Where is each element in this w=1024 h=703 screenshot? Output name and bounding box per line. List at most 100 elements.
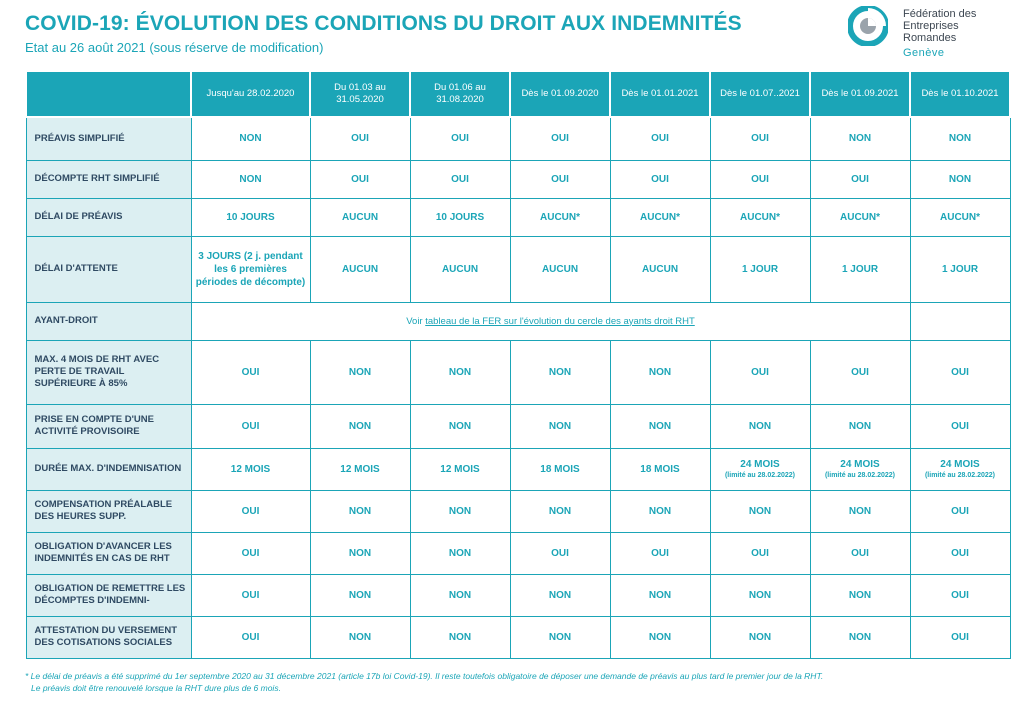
column-header: Jusqu'au 28.02.2020 [190, 70, 311, 118]
fer-logo-mark-icon [848, 6, 888, 46]
cell-value: NON [348, 547, 372, 559]
row-label: COMPENSATION PRÉALABLE DES HEURES SUPP. [25, 489, 192, 533]
ayant-droit-link[interactable]: tableau de la FER sur l'évolution du cer… [425, 315, 695, 327]
row-label: OBLIGATION DE REMETTRE LES DÉCOMPTES D'I… [25, 573, 192, 617]
table-cell: OUI [609, 116, 711, 161]
table-cell: 12 MOIS [190, 447, 311, 491]
table-cell: OUI [190, 403, 311, 449]
footnote: * Le délai de préavis a été supprimé du … [25, 670, 823, 694]
table-cell: NON [709, 573, 811, 617]
table-cell: 12 MOIS [309, 447, 411, 491]
cell-value: NON [748, 589, 772, 601]
table-cell: NON [309, 339, 411, 405]
table-cell: NON [409, 531, 511, 575]
cell-value: NON [648, 631, 672, 643]
table-cell: NON [909, 116, 1011, 161]
cell-value: OUI [551, 173, 569, 185]
cell-value: NON [748, 505, 772, 517]
table-cell: OUI [809, 531, 911, 575]
cell-value: NON [239, 133, 262, 145]
cell-value: NON [548, 366, 572, 378]
column-header: Dès le 01.07..2021 [709, 70, 811, 118]
cell-value: OUI [951, 420, 969, 432]
table-cell: NON [809, 489, 911, 533]
table-cell: AUCUN [509, 235, 611, 303]
footnote-line-1: * Le délai de préavis a été supprimé du … [25, 671, 824, 681]
table-cell: OUI [409, 116, 511, 161]
table-cell: OUI [909, 339, 1011, 405]
cell-value: OUI [241, 589, 260, 601]
row-label: DÉLAI DE PRÉAVIS [25, 197, 192, 237]
table-cell: OUI [309, 116, 411, 161]
table-row: ATTESTATION DU VERSEMENT DES COTISATIONS… [25, 615, 1011, 659]
cell-value: NON [548, 505, 572, 517]
header-corner [25, 70, 192, 118]
cell-value: OUI [241, 420, 260, 432]
table-cell: 1 JOUR [909, 235, 1011, 303]
cell-value: AUCUN* [540, 211, 580, 223]
table-cell: NON [809, 615, 911, 659]
cell-value: NON [848, 420, 872, 432]
table-cell: NON [509, 489, 611, 533]
table-cell: NON [409, 403, 511, 449]
cell-value: 18 MOIS [640, 463, 680, 475]
table-row: DURÉE MAX. D'INDEMNISATION 12 MOIS 12 MOIS… [25, 447, 1011, 491]
row-label: ATTESTATION DU VERSEMENT DES COTISATIONS… [25, 615, 192, 659]
table-cell: AUCUN [609, 235, 711, 303]
table-cell: OUI [909, 573, 1011, 617]
ayant-droit-prefix: Voir [406, 315, 426, 327]
cell-value: OUI [351, 133, 369, 145]
table-cell: AUCUN [309, 197, 411, 237]
page-subtitle: Etat au 26 août 2021 (sous réserve de mo… [25, 40, 324, 55]
cell-value: NON [448, 589, 472, 601]
table-cell: NON [809, 116, 911, 161]
table-cell: AUCUN [409, 235, 511, 303]
table-cell: OUI [609, 531, 711, 575]
table-cell: OUI [909, 615, 1011, 659]
cell-value: NON [348, 631, 372, 643]
table-cell: NON [909, 159, 1011, 199]
column-header: Du 01.06 au 31.08.2020 [409, 70, 511, 118]
cell-value: OUI [241, 505, 260, 517]
page-title: COVID-19: ÉVOLUTION DES CONDITIONS DU DR… [25, 12, 742, 35]
table-cell: 12 MOIS [409, 447, 511, 491]
cell-value: 3 JOURS (2 j. pendant les 6 premières pé… [195, 250, 306, 288]
empty-cell [909, 301, 1011, 341]
cell-value: NON [948, 173, 972, 185]
table-cell: NON [190, 159, 311, 199]
cell-value: OUI [851, 173, 869, 185]
table-cell: OUI [309, 159, 411, 199]
cell-value: NON [648, 589, 672, 601]
row-label: OBLIGATION D'AVANCER LES INDEMNITÉS EN C… [25, 531, 192, 575]
cell-value: NON [548, 589, 572, 601]
table-cell: NON [509, 339, 611, 405]
cell-value: NON [239, 173, 262, 185]
cell-value: OUI [351, 173, 369, 185]
cell-value: NON [548, 631, 572, 643]
row-label: DÉCOMPTE RHT SIMPLIFIÉ [25, 159, 192, 199]
cell-value: OUI [951, 366, 969, 378]
cell-value: 24 MOIS [940, 458, 980, 470]
cell-value: OUI [951, 631, 969, 643]
cell-value: OUI [651, 173, 669, 185]
cell-value: 10 JOURS [226, 211, 275, 223]
table-cell: NON [609, 403, 711, 449]
cell-value: OUI [451, 173, 469, 185]
table-cell: OUI [909, 403, 1011, 449]
table-cell: AUCUN* [609, 197, 711, 237]
row-label: PRISE EN COMPTE D'UNE ACTIVITÉ PROVISOIR… [25, 403, 192, 449]
ayant-droit-cell: Voir tableau de la FER sur l'évolution d… [190, 301, 911, 341]
table-cell: NON [190, 116, 311, 161]
table-cell: NON [409, 573, 511, 617]
column-header: Dès le 01.09.2020 [509, 70, 611, 118]
cell-value: NON [848, 133, 872, 145]
cell-value: OUI [751, 547, 769, 559]
fer-logo: Fédération des Entreprises Romandes Genè… [848, 6, 1018, 60]
cell-value: OUI [451, 133, 469, 145]
cell-value: AUCUN* [940, 211, 980, 223]
table-row: PRÉAVIS SIMPLIFIÉ NON OUI OUI OUI OUI OUI NON NO… [25, 116, 1011, 161]
table-cell: NON [309, 615, 411, 659]
table-cell: NON [809, 403, 911, 449]
cell-value: OUI [241, 631, 260, 643]
table-cell: OUI [190, 615, 311, 659]
